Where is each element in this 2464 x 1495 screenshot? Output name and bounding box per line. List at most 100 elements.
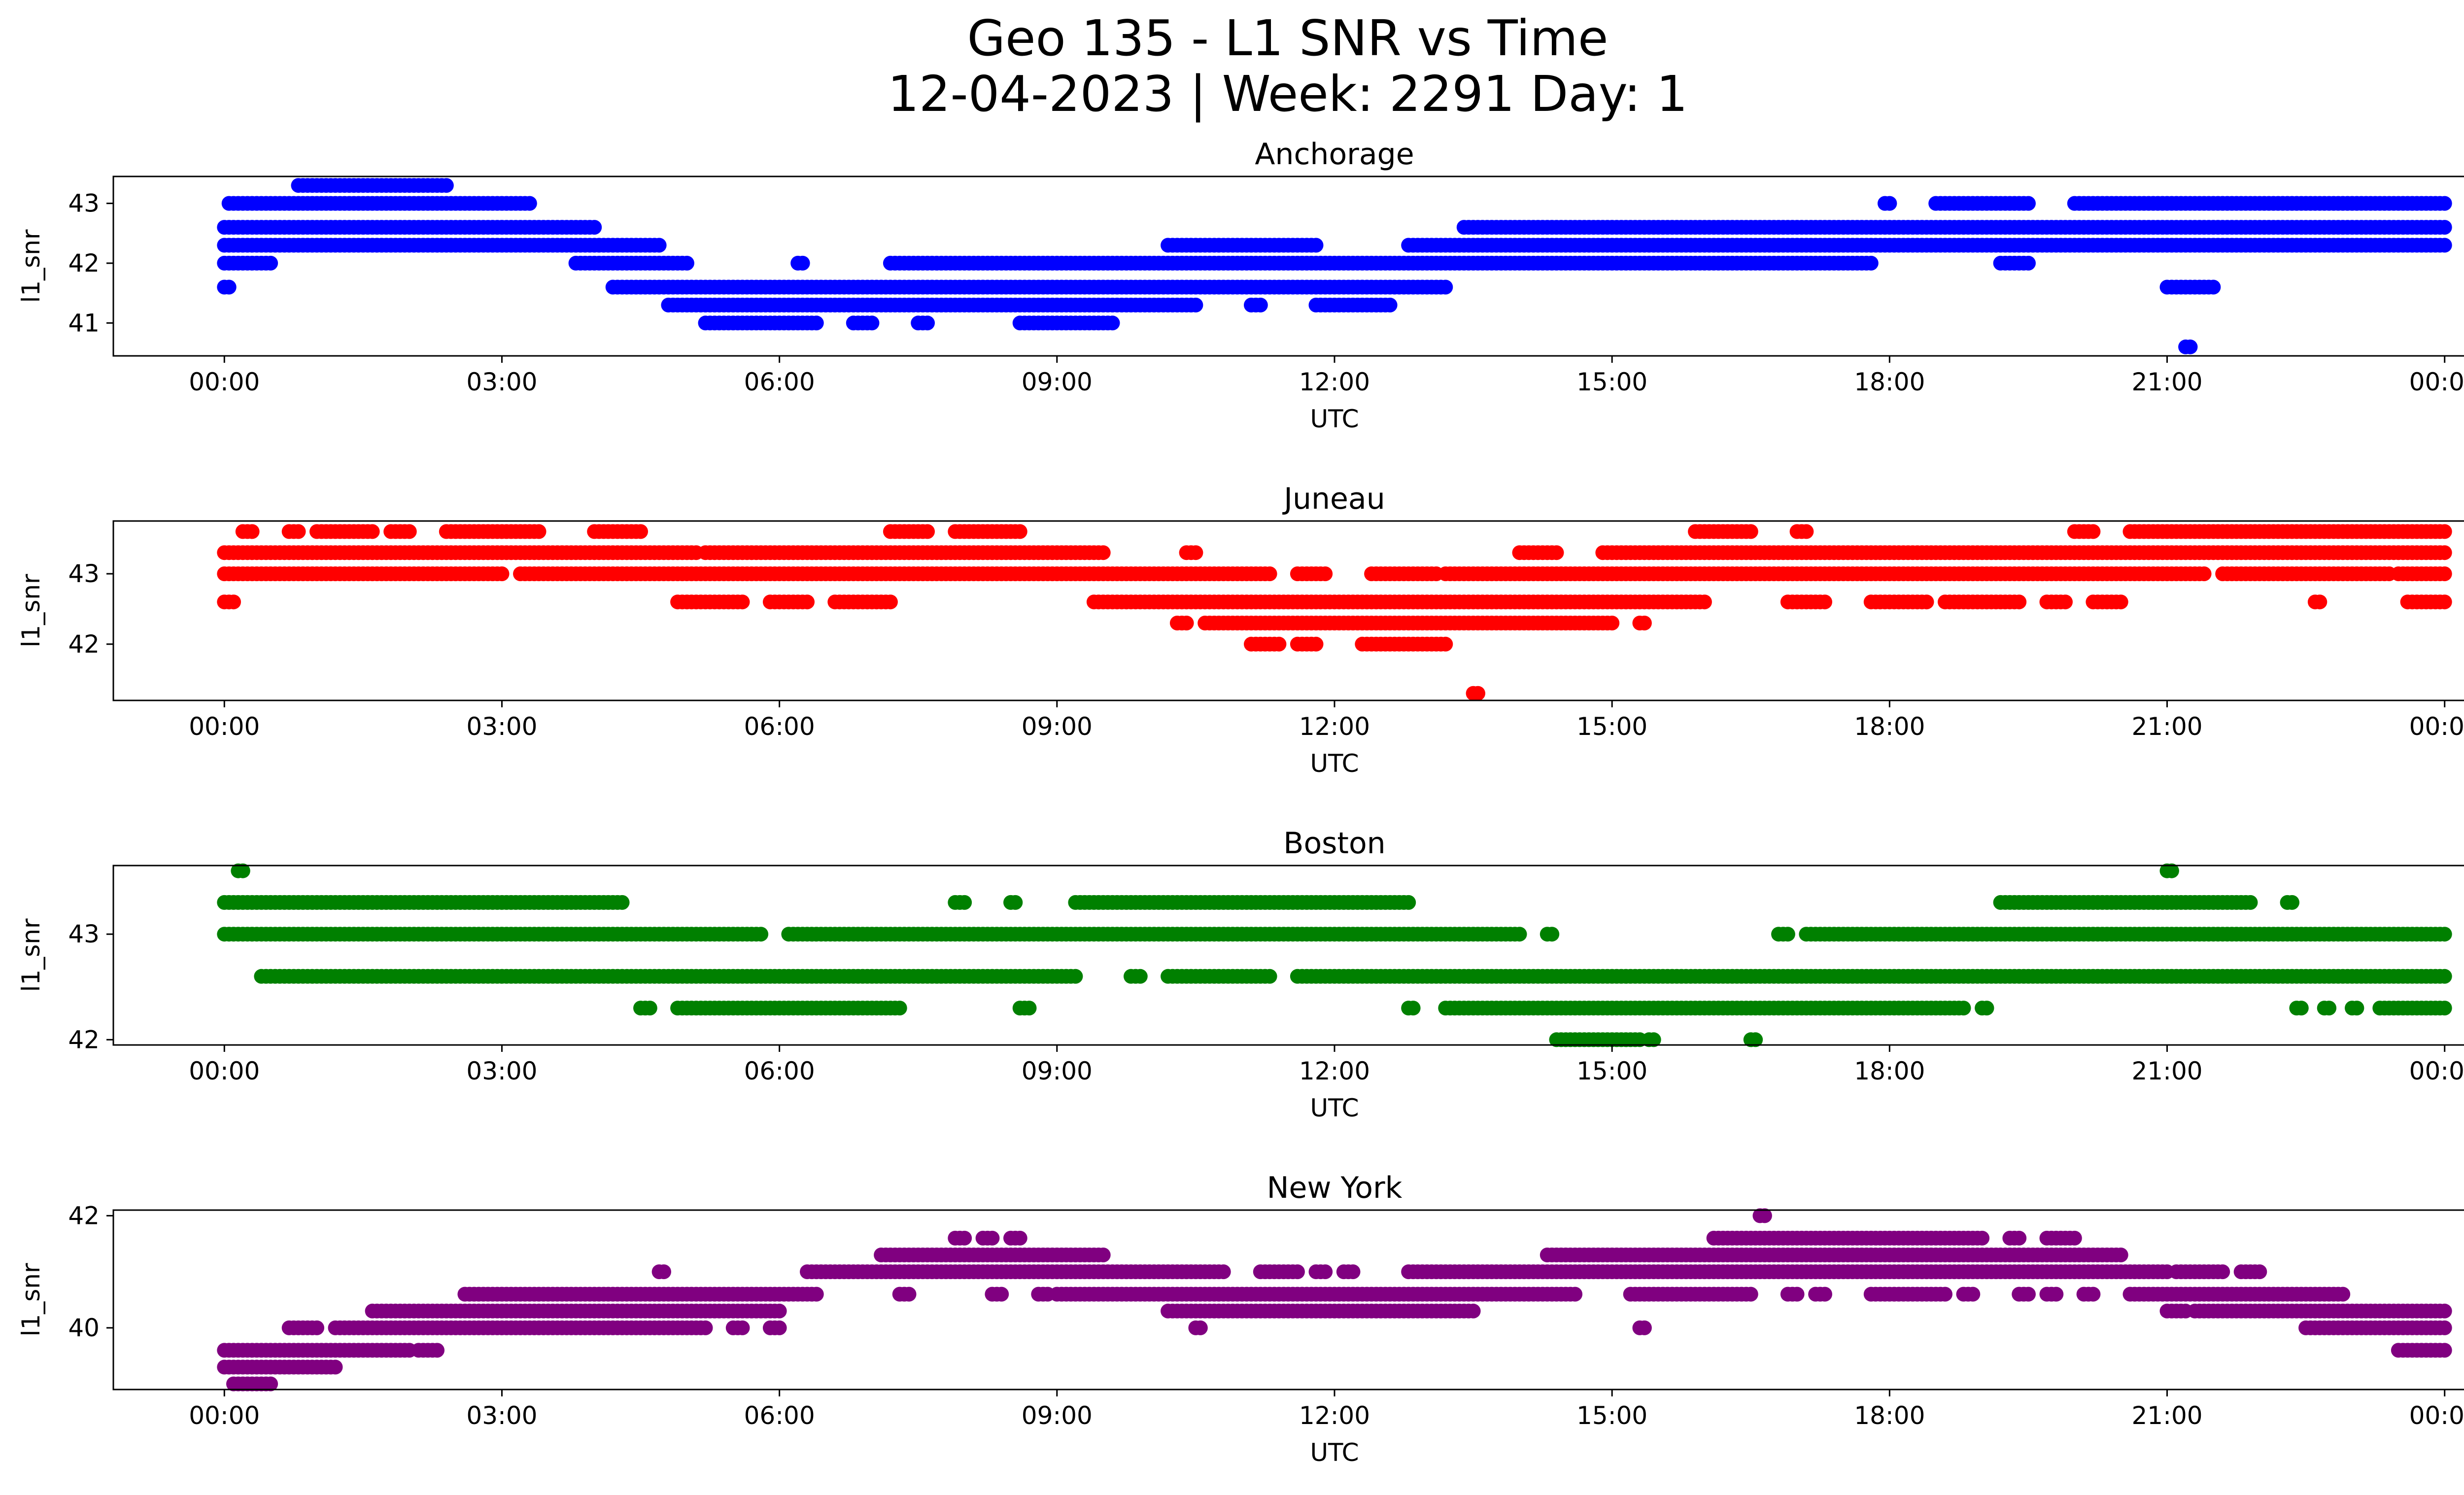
data-point xyxy=(1022,1001,1037,1016)
x-tick-label: 00:00 xyxy=(2409,368,2464,396)
data-point xyxy=(2437,927,2452,942)
x-tick-label: 15:00 xyxy=(1576,1057,1647,1085)
x-tick-label: 00:00 xyxy=(189,1057,260,1085)
data-point xyxy=(1512,927,1527,942)
data-point xyxy=(1605,616,1620,630)
y-tick-label: 41 xyxy=(68,309,100,337)
data-point xyxy=(809,1286,824,1302)
y-tick-label: 43 xyxy=(68,559,100,588)
data-point xyxy=(1318,566,1333,582)
data-point xyxy=(651,238,667,253)
data-point xyxy=(2437,1001,2452,1016)
data-point xyxy=(1780,927,1795,942)
y-tick-label: 43 xyxy=(68,189,100,218)
data-point xyxy=(920,524,935,539)
data-point xyxy=(957,895,972,910)
x-tick-label: 18:00 xyxy=(1854,368,1925,396)
data-point xyxy=(985,1230,1000,1246)
x-tick-label: 18:00 xyxy=(1854,1057,1925,1085)
data-point xyxy=(2021,196,2036,211)
data-point xyxy=(1863,255,1879,271)
data-point xyxy=(1697,594,1712,610)
data-point xyxy=(1262,566,1277,582)
data-point xyxy=(1179,616,1194,630)
data-point xyxy=(753,927,769,942)
x-tick-label: 12:00 xyxy=(1299,1057,1370,1085)
data-point xyxy=(2349,1001,2364,1016)
data-point xyxy=(1012,1230,1027,1246)
figure-title-line1: Geo 135 - L1 SNR vs Time xyxy=(967,9,1608,67)
data-point xyxy=(235,863,250,878)
data-point xyxy=(957,1230,972,1246)
data-point xyxy=(365,524,380,539)
data-point xyxy=(2437,524,2452,539)
y-tick-label: 42 xyxy=(68,630,100,659)
x-tick-label: 06:00 xyxy=(744,368,815,396)
data-point xyxy=(656,1264,671,1280)
x-tick-label: 00:00 xyxy=(2409,712,2464,741)
data-point xyxy=(883,594,898,610)
data-point xyxy=(1979,1001,1994,1016)
y-tick-label: 42 xyxy=(68,249,100,278)
data-point xyxy=(1095,1248,1111,1262)
data-point xyxy=(402,524,417,539)
x-tick-label: 00:00 xyxy=(189,712,260,741)
data-point xyxy=(1262,969,1277,984)
x-tick-label: 12:00 xyxy=(1299,712,1370,741)
data-point xyxy=(2206,279,2221,295)
data-point xyxy=(1308,636,1324,652)
y-tick-label: 42 xyxy=(68,1025,100,1054)
subplot-title: New York xyxy=(1267,1171,1403,1205)
x-tick-label: 03:00 xyxy=(466,368,537,396)
x-axis-label: UTC xyxy=(1310,1094,1359,1122)
data-point xyxy=(2322,1001,2337,1016)
data-point xyxy=(2021,255,2036,271)
data-point xyxy=(263,255,278,271)
data-point xyxy=(291,524,306,539)
data-point xyxy=(2437,545,2452,560)
data-point xyxy=(2067,1230,2082,1246)
data-point xyxy=(892,1001,907,1016)
data-point xyxy=(494,566,510,582)
data-point xyxy=(226,594,241,610)
data-point xyxy=(2164,863,2179,878)
data-point xyxy=(1743,524,1758,539)
data-point xyxy=(1008,895,1023,910)
data-point xyxy=(1817,594,1832,610)
x-tick-label: 09:00 xyxy=(1022,1057,1093,1085)
data-point xyxy=(1105,315,1120,331)
data-point xyxy=(1095,545,1111,560)
data-point xyxy=(1405,1001,1421,1016)
data-point xyxy=(994,1286,1009,1302)
x-tick-label: 21:00 xyxy=(2131,368,2202,396)
figure-title-line2: 12-04-2023 | Week: 2291 Day: 1 xyxy=(888,65,1687,123)
data-point xyxy=(1253,297,1268,313)
data-point xyxy=(1345,1264,1361,1280)
data-point xyxy=(1799,524,1814,539)
data-point xyxy=(522,196,537,211)
x-tick-label: 09:00 xyxy=(1022,368,1093,396)
data-point xyxy=(1637,616,1652,630)
data-point xyxy=(1271,636,1287,652)
data-point xyxy=(864,315,880,331)
x-tick-label: 18:00 xyxy=(1854,712,1925,741)
data-point xyxy=(1318,1264,1333,1280)
data-point xyxy=(1975,1230,1990,1246)
data-point xyxy=(1956,1001,1971,1016)
data-point xyxy=(633,524,648,539)
data-point xyxy=(1068,969,1083,984)
x-tick-label: 21:00 xyxy=(2131,712,2202,741)
data-point xyxy=(679,255,694,271)
data-point xyxy=(2113,594,2128,610)
data-point xyxy=(809,315,824,331)
data-points xyxy=(217,524,2452,701)
data-point xyxy=(920,315,935,331)
x-tick-label: 00:00 xyxy=(189,368,260,396)
x-tick-label: 06:00 xyxy=(744,712,815,741)
data-point xyxy=(2437,969,2452,984)
x-axis-label: UTC xyxy=(1310,405,1359,433)
data-point xyxy=(1132,969,1148,984)
